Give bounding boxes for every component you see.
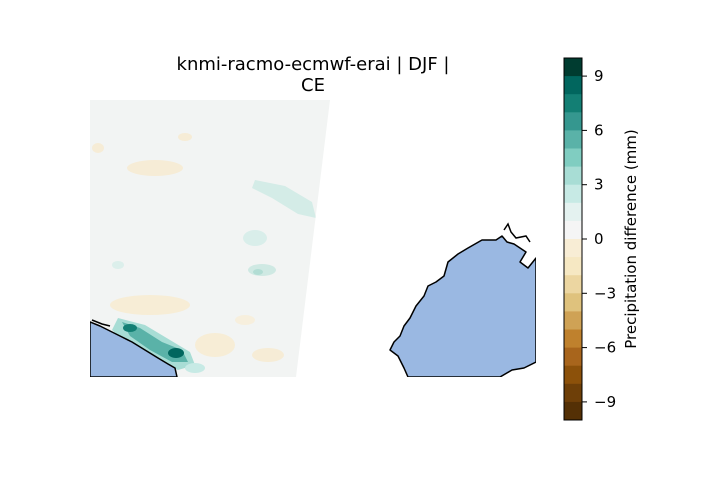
- colorbar-segment: [564, 130, 582, 149]
- wet-patch: [253, 269, 263, 275]
- colorbar-segment: [564, 148, 582, 168]
- colorbar-segment: [564, 239, 582, 258]
- colorbar-segment: [564, 293, 582, 312]
- colorbar-segment: [564, 329, 582, 349]
- colorbar-segment: [564, 365, 582, 385]
- colorbar-segment: [564, 311, 582, 330]
- colorbar-tick-label: −3: [594, 284, 616, 302]
- colorbar-segment: [564, 275, 582, 294]
- colorbar-tick-label: −6: [594, 339, 616, 357]
- colorbar-segment: [564, 112, 582, 131]
- colorbar-tick-label: 9: [594, 67, 604, 85]
- colorbar-segment: [564, 220, 582, 240]
- wet-patch: [248, 264, 276, 276]
- colorbar-segment: [564, 166, 582, 186]
- dry-patch: [235, 315, 255, 325]
- colorbar-segment: [564, 401, 582, 421]
- wet-patch: [243, 230, 267, 246]
- dry-patch: [252, 348, 284, 362]
- wet-patch: [168, 348, 184, 358]
- dry-patch: [178, 133, 192, 141]
- map-area: [90, 100, 536, 377]
- map-title-line2: CE: [301, 75, 325, 96]
- sea-area-left: [90, 321, 178, 377]
- dry-patch: [195, 333, 235, 357]
- colorbar-segment: [564, 347, 582, 367]
- colorbar-label: Precipitation difference (mm): [622, 129, 640, 349]
- map-title-line1: knmi-racmo-ecmwf-erai | DJF |: [177, 54, 450, 75]
- colorbar-segment: [564, 383, 582, 403]
- colorbar-segment: [564, 94, 582, 113]
- coastline-detail: [503, 222, 531, 243]
- colorbar-segment: [564, 58, 582, 77]
- colorbar: 9 6 3 0 −3 −6 −9: [563, 57, 616, 421]
- sea-area-right: [389, 235, 536, 377]
- colorbar-tick-label: −9: [594, 393, 616, 411]
- dry-patch: [127, 160, 183, 176]
- wet-patch: [112, 261, 124, 269]
- colorbar-tick-label: 6: [594, 121, 604, 139]
- colorbar-tick-label: 0: [594, 230, 604, 248]
- coastline-detail: [91, 319, 111, 327]
- colorbar-segment: [564, 184, 582, 204]
- wet-patch: [123, 324, 137, 332]
- colorbar-segment: [564, 76, 582, 95]
- precipitation-field: [92, 133, 316, 373]
- colorbar-segment: [564, 257, 582, 276]
- wet-patch: [185, 363, 205, 373]
- colorbar-segment: [564, 202, 582, 222]
- wet-patch: [252, 180, 316, 218]
- dry-patch: [92, 143, 104, 153]
- dry-patch: [110, 295, 190, 315]
- colorbar-tick-label: 3: [594, 176, 604, 194]
